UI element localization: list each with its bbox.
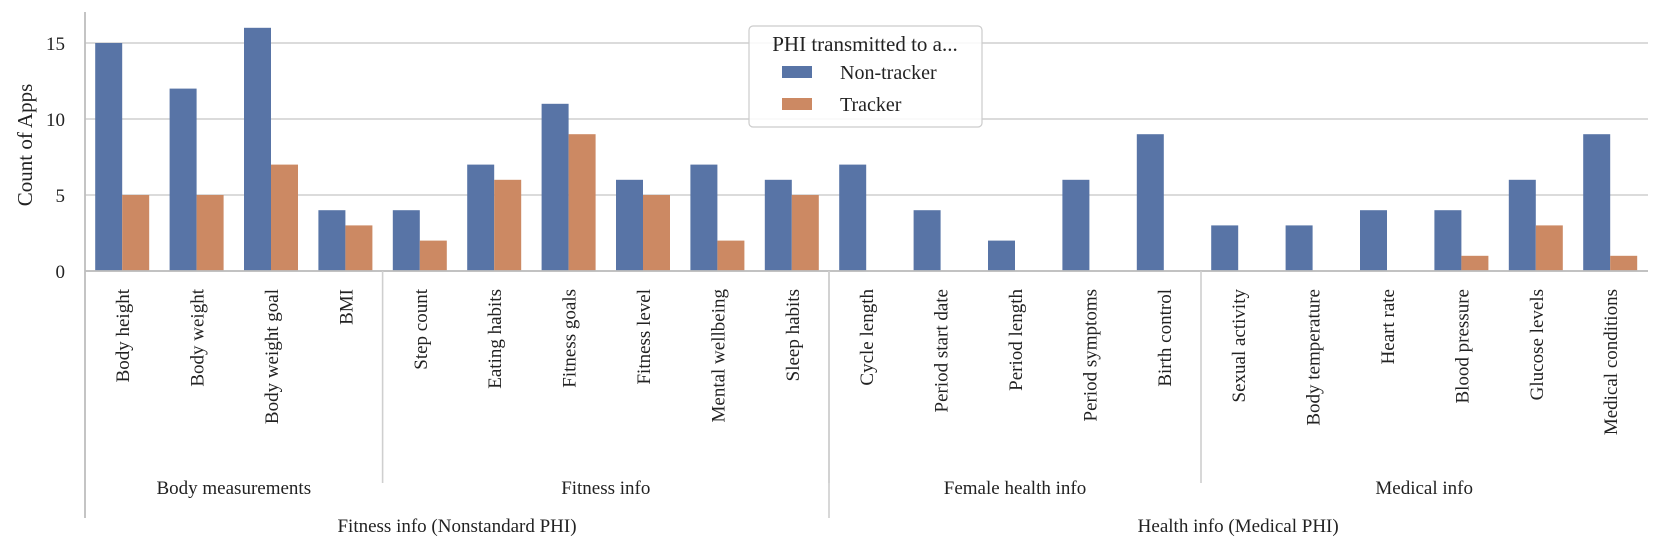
bar-non-tracker-3 [318,210,346,271]
x-tick-label: BMI [336,289,357,325]
bar-non-tracker-14 [1136,134,1164,271]
legend: PHI transmitted to a... Non-tracker Trac… [748,25,983,128]
group-label: Body measurements [156,478,311,499]
x-tick-label: Fitness goals [560,289,581,388]
bar-non-tracker-4 [392,210,420,271]
legend-title: PHI transmitted to a... [772,32,957,56]
bar-non-tracker-17 [1360,210,1387,271]
bar-non-tracker-5 [467,164,495,271]
bar-tracker-2 [271,164,298,271]
x-tick-label: Sexual activity [1229,289,1250,403]
bar-tracker-6 [568,134,596,271]
bar-tracker-0 [122,195,150,271]
x-tick-label: Medical conditions [1601,289,1622,435]
x-tick-label: Fitness level [634,289,655,385]
bar-non-tracker-11 [913,210,941,271]
legend-label-non-tracker: Non-tracker [840,62,937,84]
bar-tracker-3 [345,225,373,271]
bar-non-tracker-7 [616,179,643,271]
group-label: Fitness info [561,478,650,499]
x-tick-label: Body height [113,288,134,382]
bar-non-tracker-8 [690,164,718,271]
bar-tracker-8 [717,240,745,271]
bar-non-tracker-20 [1583,134,1611,271]
x-tick-label: Period length [1006,289,1027,391]
group-label: Medical info [1375,478,1473,499]
x-tick-label: Mental wellbeing [708,289,729,423]
x-tick-label: Cycle length [857,289,878,386]
bar-tracker-19 [1535,225,1563,271]
bar-tracker-20 [1610,255,1638,271]
x-tick-label: Step count [411,288,432,369]
bars-layer [95,27,1638,271]
x-tick-label: Blood pressure [1452,289,1473,404]
axes-layer [84,12,1648,518]
y-tick-label: 10 [46,110,65,131]
y-tick-label: 5 [56,186,66,207]
x-tick-label: Glucose levels [1527,289,1548,400]
legend-swatch-non-tracker [782,66,812,78]
x-tick-label: Heart rate [1378,289,1399,364]
x-tick-label: Body weight [188,288,209,386]
x-tick-label: Sleep habits [783,289,804,381]
group-label: Female health info [944,478,1086,499]
bar-non-tracker-0 [95,43,123,271]
x-tick-label: Eating habits [485,289,506,389]
bar-non-tracker-6 [541,103,569,271]
bar-non-tracker-9 [764,179,792,271]
bar-non-tracker-10 [839,164,867,271]
legend-swatch-tracker [782,98,812,110]
bar-tracker-18 [1461,255,1489,271]
x-tick-label: Period start date [932,289,953,412]
bar-non-tracker-12 [988,240,1015,271]
legend-label-tracker: Tracker [840,94,902,116]
bar-tracker-9 [791,195,819,271]
x-tick-label: Period symptoms [1080,289,1101,421]
bar-non-tracker-2 [244,27,271,271]
bar-tracker-1 [196,195,224,271]
bar-non-tracker-1 [169,88,197,271]
x-tick-label: Birth control [1155,289,1176,387]
bar-tracker-5 [494,179,522,271]
x-tick-label: Body weight goal [262,289,283,424]
y-tick-label: 0 [56,262,66,283]
bar-tracker-7 [643,195,670,271]
x-tick-label: Body temperature [1304,289,1325,426]
bar-non-tracker-13 [1062,179,1090,271]
y-axis-title: Count of Apps [13,84,37,207]
y-tick-label: 15 [46,34,65,55]
bar-non-tracker-15 [1211,225,1239,271]
labels-layer: 0 5 10 15 Count of Apps Body height Body weigh… [13,34,1622,537]
supergroup-label: Health info (Medical PHI) [1138,516,1339,537]
bar-tracker-4 [419,240,447,271]
supergroup-label: Fitness info (Nonstandard PHI) [337,516,576,537]
bar-non-tracker-16 [1285,225,1313,271]
bar-non-tracker-18 [1434,210,1462,271]
bar-non-tracker-19 [1508,179,1536,271]
